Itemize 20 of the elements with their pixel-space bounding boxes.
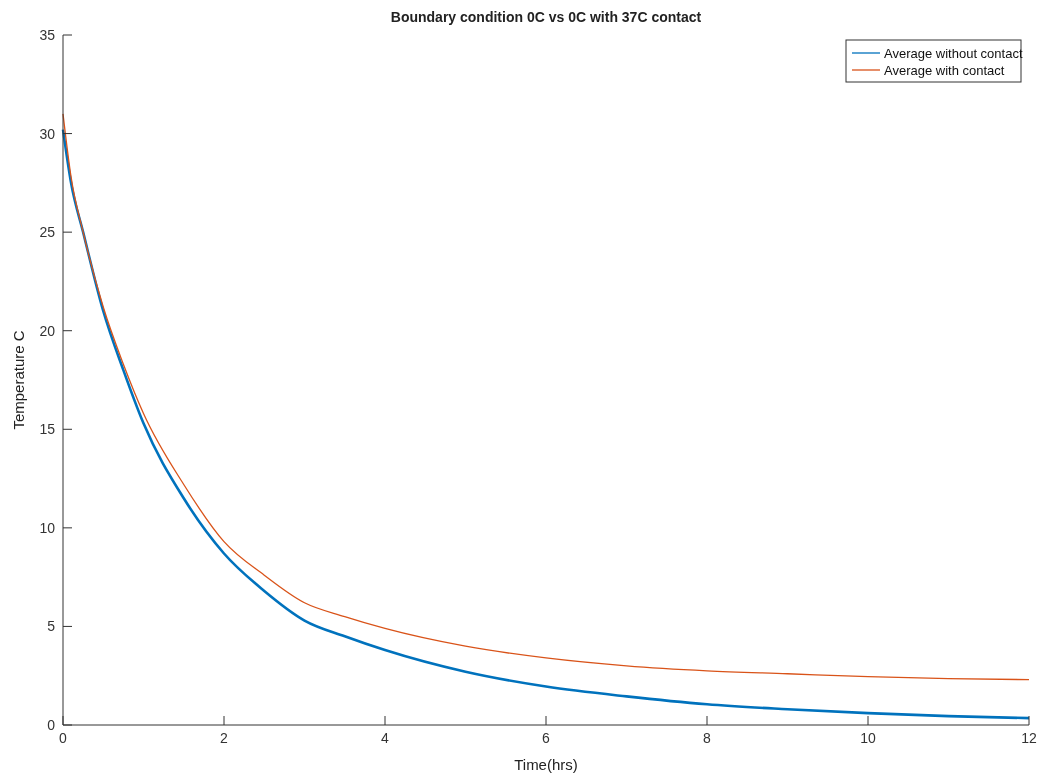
x-axis-title: Time(hrs) bbox=[514, 756, 578, 773]
y-axis-title: Temperature C bbox=[10, 330, 27, 430]
y-tick-label: 5 bbox=[47, 618, 56, 635]
y-tick-label: 20 bbox=[39, 322, 56, 339]
x-tick-label: 2 bbox=[220, 730, 229, 746]
chart-title: Boundary condition 0C vs 0C with 37C contact bbox=[390, 9, 702, 25]
x-tick-label: 6 bbox=[542, 730, 551, 746]
y-tick-label: 35 bbox=[39, 27, 56, 43]
y-tick-label: 0 bbox=[47, 717, 56, 733]
x-tick-label: 4 bbox=[381, 730, 390, 746]
legend-label: Average without contact bbox=[884, 46, 1023, 61]
x-tick-label: 0 bbox=[59, 730, 68, 746]
x-tick-label: 10 bbox=[860, 730, 876, 746]
x-tick-label: 12 bbox=[1021, 730, 1037, 746]
y-tick-label: 25 bbox=[39, 224, 56, 241]
y-tick-label: 30 bbox=[39, 125, 56, 142]
legend-label: Average with contact bbox=[884, 63, 1005, 78]
x-tick-label: 8 bbox=[703, 730, 712, 746]
y-tick-label: 10 bbox=[39, 519, 56, 536]
y-tick-label: 15 bbox=[39, 421, 56, 438]
